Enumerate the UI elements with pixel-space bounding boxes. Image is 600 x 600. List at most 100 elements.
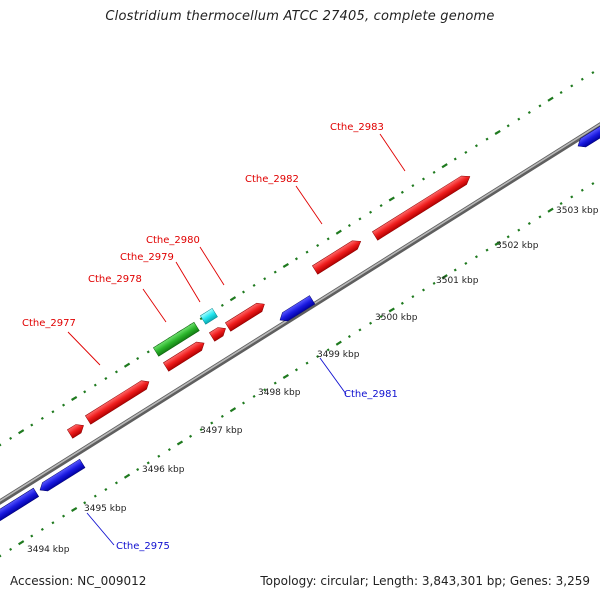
gene-cthe-2983[interactable] xyxy=(371,172,472,241)
tick-minor xyxy=(9,547,13,551)
tick-minor xyxy=(527,221,531,226)
tick-minor xyxy=(93,494,97,498)
tick-minor xyxy=(485,248,489,252)
tick-major xyxy=(547,96,554,102)
tick-major xyxy=(123,473,131,479)
gene-label-cthe-2978[interactable]: Cthe_2978 xyxy=(88,274,142,285)
kbp-label-3502: 3502 kbp xyxy=(496,241,539,251)
tick-minor xyxy=(369,210,373,214)
tick-minor xyxy=(580,188,584,192)
gene-label-cthe-2979[interactable]: Cthe_2979 xyxy=(120,252,174,263)
gene-labels: Cthe_2977 Cthe_2978 Cthe_2979 Cthe_2980 … xyxy=(22,122,398,552)
tick-minor xyxy=(400,301,404,305)
tick-minor xyxy=(242,290,245,294)
map-title: Clostridium thermocellum ATCC 27405, com… xyxy=(105,9,495,24)
tick-major xyxy=(123,362,131,368)
gene-label-cthe-2975[interactable]: Cthe_2975 xyxy=(116,541,170,552)
tick-minor xyxy=(379,315,383,319)
tick-minor xyxy=(210,421,214,425)
forward-strand-genes xyxy=(66,172,472,439)
accession-text: Accession: NC_009012 xyxy=(10,574,147,588)
tick-minor xyxy=(51,521,55,525)
gene-cthe-2981[interactable] xyxy=(277,295,316,325)
kbp-label-3501: 3501 kbp xyxy=(436,276,479,286)
tick-minor xyxy=(570,84,574,88)
gene-cthe-2979[interactable] xyxy=(199,307,218,325)
tick-minor xyxy=(464,261,468,265)
tick-minor xyxy=(506,235,510,239)
tick-major xyxy=(229,407,237,413)
tick-minor xyxy=(136,357,140,361)
tick-minor xyxy=(40,416,44,420)
kbp-label-3496: 3496 kbp xyxy=(142,465,185,475)
tick-minor xyxy=(369,321,373,325)
tick-minor xyxy=(527,110,531,115)
tick-major xyxy=(388,196,395,202)
tick-minor xyxy=(326,237,330,241)
tick-major xyxy=(282,373,289,379)
gene-red-7[interactable] xyxy=(66,421,86,439)
gene-label-cthe-2982[interactable]: Cthe_2982 xyxy=(245,174,299,185)
tick-major xyxy=(441,163,448,169)
tick-minor xyxy=(559,202,563,206)
tick-minor xyxy=(114,481,118,485)
tick-major xyxy=(18,429,25,435)
gene-blue-edge[interactable] xyxy=(575,119,600,150)
tick-minor xyxy=(252,394,256,398)
gene-blue-3[interactable] xyxy=(37,458,86,494)
kbp-label-3495: 3495 kbp xyxy=(84,504,127,514)
gene-red-5[interactable] xyxy=(162,339,206,372)
tick-minor xyxy=(273,270,277,274)
tick-minor xyxy=(62,403,66,407)
tick-major xyxy=(71,506,78,512)
tick-minor xyxy=(294,368,298,372)
tick-major xyxy=(335,229,342,235)
tick-minor xyxy=(0,443,2,447)
tick-minor xyxy=(30,423,34,427)
tick-row-lower xyxy=(0,182,595,558)
tick-minor xyxy=(326,348,330,352)
tick-minor xyxy=(591,71,595,75)
tick-minor xyxy=(464,150,468,154)
tick-major xyxy=(71,395,78,401)
tick-minor xyxy=(199,428,203,432)
leader-lines xyxy=(67,133,406,546)
tick-major xyxy=(547,207,554,213)
gene-red-3[interactable] xyxy=(224,300,267,332)
tick-minor xyxy=(252,283,256,287)
tick-minor xyxy=(379,204,383,208)
tick-minor xyxy=(9,436,13,440)
gene-cthe-2982[interactable] xyxy=(311,237,363,275)
tick-minor xyxy=(104,487,108,492)
tick-minor xyxy=(189,434,193,438)
tick-minor xyxy=(146,350,150,354)
gene-cthe-2978[interactable] xyxy=(152,321,200,357)
gene-cthe-2975[interactable] xyxy=(0,487,40,524)
tick-minor xyxy=(358,217,362,221)
reverse-strand-genes xyxy=(0,119,600,524)
kbp-labels: 3494 kbp 3495 kbp 3496 kbp 3497 kbp 3498… xyxy=(27,206,599,555)
tick-minor xyxy=(411,295,415,299)
tick-minor xyxy=(294,257,298,261)
tick-minor xyxy=(400,190,404,194)
kbp-label-3498: 3498 kbp xyxy=(258,388,301,398)
tick-minor xyxy=(432,170,436,174)
gene-label-cthe-2980[interactable]: Cthe_2980 xyxy=(146,235,200,246)
tick-minor xyxy=(136,468,140,472)
tick-minor xyxy=(114,370,118,374)
gene-red-small[interactable] xyxy=(208,324,228,342)
kbp-label-3499: 3499 kbp xyxy=(317,350,360,360)
gene-cthe-2977[interactable] xyxy=(84,378,151,425)
gene-label-cthe-2977[interactable]: Cthe_2977 xyxy=(22,318,76,329)
tick-minor xyxy=(559,91,563,95)
kbp-label-3497: 3497 kbp xyxy=(200,426,243,436)
tick-minor xyxy=(570,195,574,199)
tick-minor xyxy=(485,137,489,141)
tick-minor xyxy=(263,388,267,392)
kbp-label-3494: 3494 kbp xyxy=(27,545,70,555)
gene-label-cthe-2981[interactable]: Cthe_2981 xyxy=(344,389,398,400)
tick-minor xyxy=(242,401,245,405)
tick-minor xyxy=(474,144,478,148)
gene-label-cthe-2983[interactable]: Cthe_2983 xyxy=(330,122,384,133)
